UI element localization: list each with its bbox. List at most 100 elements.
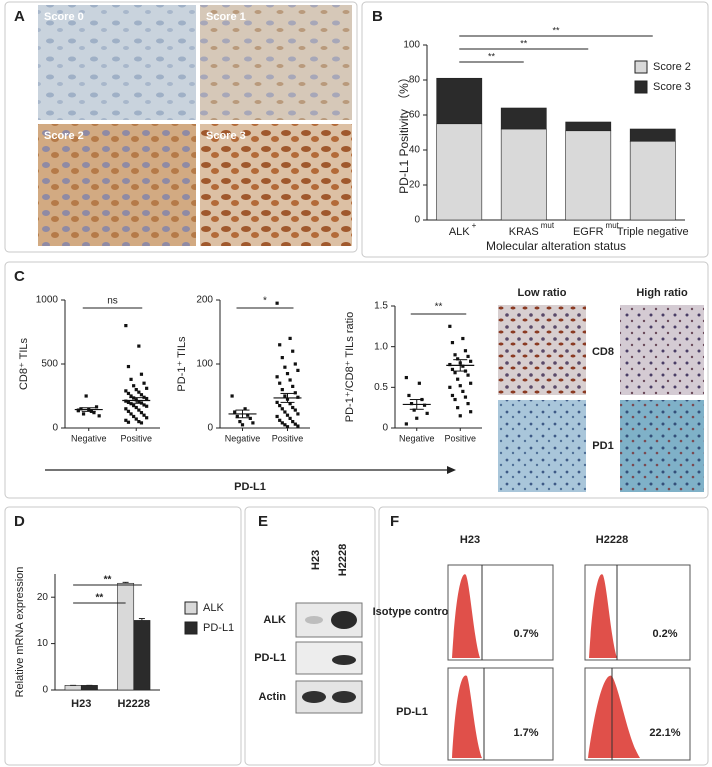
ihc-image — [38, 124, 196, 246]
data-point — [137, 408, 141, 412]
data-point — [466, 354, 470, 359]
data-point — [425, 411, 429, 415]
y-axis-title: PD-1⁺ TILs — [176, 336, 188, 392]
data-point — [251, 421, 255, 425]
data-point — [76, 409, 80, 413]
data-point — [461, 336, 465, 341]
data-point — [126, 409, 131, 413]
panel-frame — [4, 506, 242, 766]
y-tick-label: 80 — [409, 75, 421, 86]
data-point — [81, 412, 86, 416]
data-point — [293, 362, 297, 366]
data-point — [124, 418, 128, 422]
data-point — [456, 406, 460, 410]
data-point — [275, 414, 279, 419]
x-tick-label: Triple negative — [617, 226, 689, 238]
data-point — [280, 407, 284, 411]
data-point — [417, 381, 421, 385]
data-point — [230, 394, 234, 398]
column-label: Low ratio — [518, 287, 567, 299]
data-point — [288, 402, 292, 406]
y-axis-title: PD-L1 Positivity （%） — [397, 71, 411, 194]
data-point — [275, 375, 279, 379]
y-tick-label: 100 — [196, 359, 213, 370]
panel-frame — [4, 261, 709, 499]
data-point — [129, 412, 133, 416]
band — [305, 616, 323, 624]
y-tick-label: 500 — [41, 359, 58, 370]
significance-label: ns — [107, 296, 118, 307]
x-tick-superscript: mut — [541, 221, 555, 230]
data-point — [456, 377, 460, 381]
data-point — [469, 381, 473, 385]
panel-label: C — [14, 268, 25, 285]
significance-label: ** — [488, 51, 496, 61]
x-tick-superscript: + — [472, 221, 477, 230]
data-point — [463, 349, 468, 353]
data-point — [142, 413, 146, 417]
y-tick-label: 100 — [403, 40, 420, 51]
data-point — [278, 418, 282, 422]
legend-swatch — [184, 621, 198, 635]
data-point — [124, 407, 128, 411]
bar-segment — [629, 128, 676, 142]
data-point — [275, 301, 279, 305]
data-point — [285, 425, 290, 429]
data-point — [415, 416, 419, 420]
y-tick-label: 0 — [52, 423, 58, 434]
bar — [117, 582, 135, 691]
x-tick-label: Positive — [444, 433, 476, 443]
y-axis-title: PD-1⁺/CD8⁺ TILs ratio — [344, 312, 356, 422]
ihc-image — [200, 124, 352, 246]
data-point — [291, 405, 295, 410]
percentage: 0.2% — [652, 628, 677, 640]
data-point — [291, 420, 295, 424]
panel-frame — [361, 1, 709, 258]
y-tick-label: 20 — [37, 592, 49, 603]
column-label: H23 — [310, 550, 322, 570]
data-point — [293, 408, 297, 412]
data-point — [145, 404, 149, 408]
data-point — [404, 422, 408, 426]
data-point — [461, 389, 465, 393]
data-point — [280, 421, 284, 425]
x-tick-label: Negative — [399, 433, 435, 443]
data-point — [450, 393, 455, 398]
significance-label: ** — [95, 593, 103, 604]
data-point — [137, 420, 141, 424]
data-point — [283, 410, 287, 414]
x-tick-label: ALK — [449, 226, 470, 238]
significance-label: ** — [104, 575, 112, 586]
data-point — [248, 416, 252, 420]
data-point — [137, 400, 141, 404]
arrow-head — [447, 466, 456, 474]
data-point — [469, 359, 473, 363]
data-point — [291, 384, 295, 388]
column-label: H23 — [460, 534, 480, 546]
band — [332, 691, 356, 703]
panel-label: D — [14, 513, 25, 530]
panel-frame — [4, 1, 358, 253]
data-point — [285, 372, 290, 376]
data-point — [94, 405, 99, 409]
data-point — [293, 422, 297, 426]
data-point — [453, 353, 457, 357]
data-point — [139, 411, 144, 415]
data-point — [275, 400, 279, 404]
band — [331, 611, 357, 629]
data-point — [291, 349, 295, 353]
data-point — [296, 395, 300, 399]
data-point — [126, 400, 131, 404]
data-point — [288, 416, 292, 420]
data-point — [288, 336, 292, 340]
data-point — [296, 368, 300, 372]
data-point — [458, 414, 462, 418]
data-point — [142, 381, 146, 385]
y-tick-label: 1000 — [36, 295, 59, 306]
data-point — [450, 341, 455, 345]
x-axis-title: Molecular alteration status — [486, 239, 626, 253]
data-point — [296, 412, 300, 416]
data-point — [293, 391, 297, 395]
data-point — [145, 386, 149, 390]
